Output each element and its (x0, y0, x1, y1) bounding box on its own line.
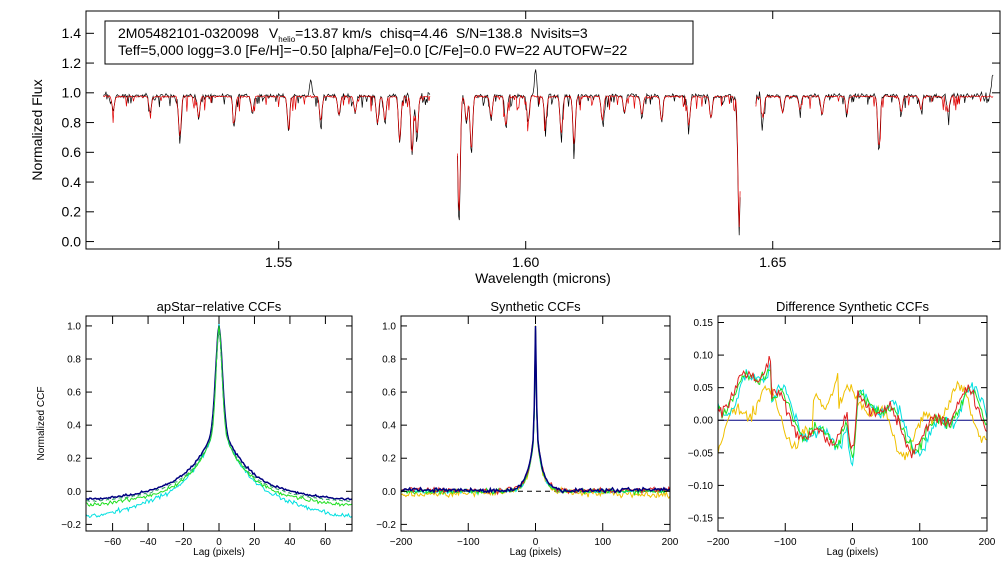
spectrum-plot-area (103, 69, 994, 236)
synthetic_ccf-ytick-label: 0.4 (382, 421, 396, 432)
synthetic_ccf-ytick-label: −0.2 (376, 520, 396, 531)
apstar_ccf-ytick-label: 0.0 (67, 487, 81, 498)
apstar_ccf-xtick-label: 20 (249, 537, 261, 548)
apstar_ccf-ytick-label: 0.6 (67, 388, 81, 399)
synthetic_ccf-xtick-label: 100 (594, 537, 611, 548)
difference_ccf-ytick-label: −0.15 (688, 513, 714, 524)
header-vhelio-prefix: V (269, 25, 279, 41)
spectrum-observed-segment-2 (457, 69, 741, 236)
synthetic_ccf-ytick-label: 0.0 (382, 487, 396, 498)
apstar_ccf-ylabel: Normalized CCF (36, 387, 47, 461)
header-params: Teff=5,000 logg=3.0 [Fe/H]=−0.50 [alpha/… (118, 42, 627, 58)
apstar_ccf-xtick-label: 60 (320, 537, 332, 548)
apstar_ccf-title: apStar−relative CCFs (157, 299, 282, 314)
chart-spectrum: 1.55 1.60 1.65 0.0 0.2 0.4 0.6 0.8 1.0 1.2 1.4 Wave… (29, 10, 1001, 286)
synthetic_ccf-xtick-label: 0 (533, 537, 539, 548)
synthetic_ccf-title: Synthetic CCFs (490, 299, 581, 314)
synthetic_ccf-ytick-label: 1.0 (382, 321, 396, 332)
apstar_ccf-xlabel: Lag (pixels) (193, 547, 245, 558)
apstar_ccf-xtick-label: 40 (284, 537, 296, 548)
difference_ccf-ytick-label: 0.05 (694, 383, 714, 394)
spectrum-xtick-label: 1.60 (512, 254, 539, 270)
synthetic_ccf-s5 (401, 325, 670, 495)
spectrum-xtick-label: 1.65 (759, 254, 786, 270)
difference-ccf-d3 (718, 368, 987, 458)
spectrum-model-segment-2 (457, 94, 741, 228)
synthetic_ccf-ytick-label: 0.2 (382, 454, 396, 465)
difference-ccf-d1 (718, 373, 987, 461)
difference_ccf-ytick-label: −0.10 (688, 481, 714, 492)
difference-ccf-d4 (718, 355, 987, 459)
difference_ccf-xtick-label: 0 (850, 537, 856, 548)
apstar_ccf-ytick-label: 0.8 (67, 355, 81, 366)
chart-synthetic_ccf: −200 −100 0 100 200 −0.2 0.0 0.2 0.4 0.6 0.8 1.0 Syn… (376, 299, 679, 558)
header-star-id: 2M05482101-0320098 (118, 25, 259, 41)
spectrum-ytick-label: 1.4 (62, 25, 82, 41)
difference_ccf-xlabel: Lag (pixels) (827, 547, 879, 558)
apstar_ccf-plot-area (86, 323, 352, 519)
difference_ccf-title: Difference Synthetic CCFs (776, 299, 929, 314)
difference_ccf-xtick-label: 200 (979, 537, 996, 548)
apstar_ccf-visit-1 (86, 323, 352, 519)
difference_ccf-xtick-label: −100 (774, 537, 797, 548)
synthetic_ccf-plot-area (401, 325, 670, 500)
spectrum-xlabel: Wavelength (microns) (475, 270, 611, 286)
apstar_ccf-ytick-label: 0.4 (67, 421, 81, 432)
difference_ccf-ytick-label: 0.00 (694, 416, 714, 427)
spectrum-ytick-label: 1.0 (62, 85, 82, 101)
synthetic_ccf-ytick-label: 0.8 (382, 355, 396, 366)
spectrum-observed-segment-3 (755, 74, 994, 151)
synthetic_ccf-ytick-label: 0.6 (382, 388, 396, 399)
spectrum-model-segment-1 (103, 94, 431, 153)
difference_ccf-ytick-label: 0.10 (694, 351, 714, 362)
difference_ccf-ytick-label: −0.05 (688, 448, 714, 459)
apstar_ccf-xtick-label: 0 (216, 537, 222, 548)
header-vhelio-value: =13.87 km/s (295, 25, 372, 41)
header-box: 2M05482101-0320098 Vhelio=13.87 km/s chisq… (104, 20, 694, 65)
difference_ccf-ytick-label: 0.15 (694, 318, 714, 329)
difference-ccf-d2 (718, 362, 987, 467)
apstar_ccf-ytick-label: 1.0 (67, 321, 81, 332)
spectrum-xtick-label: 1.55 (265, 254, 292, 270)
apstar_ccf-ytick-label: 0.2 (67, 454, 81, 465)
difference_ccf-xtick-label: −200 (707, 537, 730, 548)
synthetic_ccf-xtick-label: 200 (662, 537, 679, 548)
spectrum-ytick-label: 0.6 (62, 144, 82, 160)
spectrum-ytick-label: 0.0 (62, 233, 82, 249)
header-chisq: chisq=4.46 (380, 25, 448, 41)
apstar_ccf-ytick-label: −0.2 (61, 520, 81, 531)
apstar_ccf-xtick-label: −60 (104, 537, 121, 548)
spectrum-ytick-label: 1.2 (62, 55, 82, 71)
synthetic_ccf-xtick-label: −100 (457, 537, 480, 548)
header-vhelio-sub: helio (278, 35, 295, 44)
header-nvisits: Nvisits=3 (530, 25, 587, 41)
difference_ccf-plot-area (718, 355, 987, 467)
spectrum-frame (85, 10, 1001, 250)
spectrum-ylabel: Normalized Flux (29, 79, 45, 180)
spectrum-ytick-label: 0.4 (62, 174, 82, 190)
header-snr: S/N=138.8 (456, 25, 523, 41)
apstar_ccf-xtick-label: −20 (175, 537, 192, 548)
header-line-1: 2M05482101-0320098 Vhelio=13.87 km/s chisq… (118, 25, 588, 44)
chart-difference_ccf: −200 −100 0 100 200 −0.15 −0.10 −0.05 0.00 0.05 0.… (688, 299, 996, 558)
apstar_ccf-visit-2 (86, 325, 352, 501)
chart-apstar_ccf: −60 −40 −20 0 20 40 60 −0.2 0.0 0.2 0.4 0.6 0.8 1.0 ap… (36, 299, 353, 558)
apstar_ccf-visit-4 (86, 331, 352, 503)
spectrum-model-segment-3 (755, 94, 994, 145)
difference_ccf-xtick-label: 100 (911, 537, 928, 548)
synthetic_ccf-xlabel: Lag (pixels) (510, 547, 562, 558)
spectrum-ytick-label: 0.8 (62, 114, 82, 130)
spectrum-ytick-label: 0.2 (62, 204, 82, 220)
synthetic_ccf-xtick-label: −200 (390, 537, 413, 548)
spectrum-observed-segment-1 (103, 79, 431, 155)
apstar_ccf-visit-3 (86, 326, 352, 507)
apstar_ccf-xtick-label: −40 (140, 537, 157, 548)
